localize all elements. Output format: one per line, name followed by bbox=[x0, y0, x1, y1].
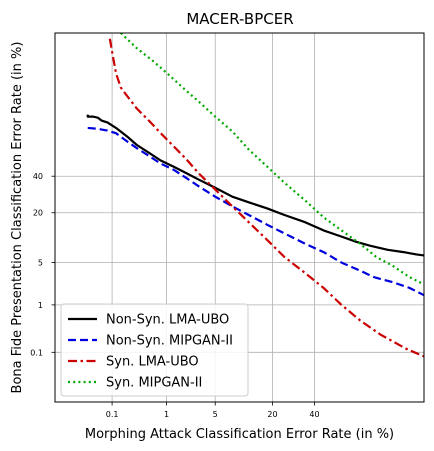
legend: Non-Syn. LMA-UBO Non-Syn. MIPGAN-II Syn. L… bbox=[60, 303, 249, 397]
x-tick-label: 0.1 bbox=[106, 410, 119, 419]
x-tick-label: 5 bbox=[213, 410, 218, 419]
x-axis-label: Morphing Attack Classification Error Rat… bbox=[85, 427, 394, 442]
series-line-3 bbox=[108, 38, 424, 358]
y-tick-label: 5 bbox=[38, 259, 43, 268]
series-layer bbox=[86, 33, 424, 358]
y-tick-label: 1 bbox=[38, 301, 43, 310]
legend-label-2: Non-Syn. MIPGAN-II bbox=[106, 334, 233, 349]
x-ticks: 0.1 1 5 20 40 bbox=[106, 402, 320, 419]
x-tick-label: 20 bbox=[267, 410, 277, 419]
y-tick-label: 0.1 bbox=[30, 348, 43, 357]
y-tick-label: 20 bbox=[33, 209, 43, 218]
legend-label-3: Syn. LMA-UBO bbox=[106, 355, 199, 370]
x-tick-label: 40 bbox=[309, 410, 319, 419]
x-tick-label: 1 bbox=[164, 410, 169, 419]
y-ticks: 0.1 1 5 20 40 bbox=[30, 172, 55, 357]
legend-box bbox=[60, 303, 249, 397]
y-tick-label: 40 bbox=[33, 172, 43, 181]
legend-label-1: Non-Syn. LMA-UBO bbox=[106, 313, 229, 328]
series-line-1 bbox=[86, 114, 424, 257]
y-axis-label: Bona Fide Presentation Classification Er… bbox=[10, 42, 25, 394]
plot-frame bbox=[54, 32, 425, 403]
legend-label-4: Syn. MIPGAN-II bbox=[106, 376, 202, 391]
series-line-2 bbox=[87, 126, 424, 297]
chart-title: MACER-BPCER bbox=[186, 10, 293, 28]
series-line-4 bbox=[120, 33, 424, 286]
